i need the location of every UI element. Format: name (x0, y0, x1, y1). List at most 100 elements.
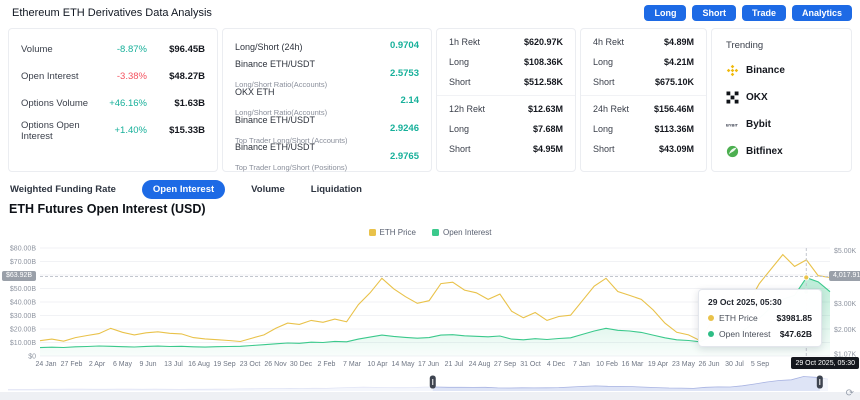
x-axis-tick: 31 Oct (520, 361, 541, 368)
x-axis-tick: 23 May (672, 361, 695, 368)
tooltip-label: Open Interest (719, 329, 771, 339)
tooltip-row: Open Interest $47.62B (708, 329, 812, 339)
rekt-value: $108.36K (523, 57, 563, 67)
exchange-name: Bitfinex (746, 146, 783, 157)
x-axis-tick: 14 May (392, 361, 415, 368)
exchange-name: OKX (746, 92, 768, 103)
x-axis-tick: 23 Oct (240, 361, 261, 368)
stat-value: $15.33B (169, 125, 205, 136)
stats-card: Volume -8.87% $96.45B Open Interest -3.3… (8, 28, 218, 172)
legend-eth-price[interactable]: ETH Price (368, 228, 416, 237)
navigator-track[interactable] (0, 392, 860, 400)
long-button[interactable]: Long (644, 5, 687, 21)
x-axis-tick: 13 Jul (164, 361, 183, 368)
rekt-value: $7.68M (532, 124, 563, 134)
x-axis-tick: 17 Jun (418, 361, 439, 368)
trending-item-bybit[interactable]: BYBIT Bybit (726, 111, 837, 138)
legend-open-interest[interactable]: Open Interest (431, 228, 491, 237)
x-axis-tick: 19 Sep (213, 361, 235, 368)
rekt-value: $4.95M (532, 144, 563, 154)
stat-label: Volume (21, 44, 53, 55)
trade-button[interactable]: Trade (741, 5, 786, 21)
stat-change: -3.38% (116, 71, 147, 82)
navigator-mask-left (8, 372, 433, 392)
stat-value: $1.63B (174, 98, 205, 109)
rekt-row: 4h Rekt $4.89M (593, 32, 694, 52)
x-axis-tick: 5 Sep (751, 361, 769, 368)
ratio-label: Binance ETH/USDT (235, 59, 316, 70)
tooltip-label: ETH Price (719, 313, 758, 323)
x-axis-tick: 2 Apr (89, 361, 106, 368)
reload-icon[interactable]: ⟳ (845, 388, 854, 399)
rekt-label: 24h Rekt (593, 104, 630, 114)
svg-text:BYBIT: BYBIT (726, 123, 739, 128)
rekt-label: Short (449, 77, 471, 87)
stat-row-open-interest: Open Interest -3.38% $48.27B (21, 63, 205, 90)
x-axis-tick: 10 Feb (596, 361, 618, 368)
ratio-row: Binance ETH/USDT Top Trader Long/Short (P… (235, 142, 419, 172)
stat-value: $48.27B (169, 71, 205, 82)
chart-tooltip: 29 Oct 2025, 05:30 ETH Price $3981.85 Op… (698, 289, 822, 347)
chart-navigator[interactable] (0, 372, 860, 392)
trending-item-bitfinex[interactable]: Bitfinex (726, 138, 837, 165)
trending-card: Trending Binance OKX BYBIT Bybit Bitfine… (711, 28, 852, 172)
right-axis-tick: $5.00K (834, 248, 857, 255)
x-axis-tick: 7 Jan (573, 361, 590, 368)
tab-weighted-funding-rate[interactable]: Weighted Funding Rate (10, 184, 116, 195)
x-axis-tick: 10 Apr (367, 361, 388, 368)
trending-item-okx[interactable]: OKX (726, 84, 837, 111)
tab-open-interest[interactable]: Open Interest (141, 180, 226, 199)
rekt-value: $4.89M (663, 37, 694, 47)
tab-liquidation[interactable]: Liquidation (310, 184, 362, 195)
x-axis-tick: 19 Apr (648, 361, 669, 368)
x-axis-tick: 24 Aug (469, 361, 491, 368)
ratio-value: 2.5753 (389, 67, 419, 79)
trending-item-binance[interactable]: Binance (726, 57, 837, 84)
rekt-row: Short $4.95M (449, 139, 563, 159)
rekt-row: Long $113.36M (593, 119, 694, 139)
analytics-button[interactable]: Analytics (791, 5, 852, 21)
x-axis-tick: 4 Dec (547, 361, 566, 368)
left-axis-tick: $30.00B (10, 313, 36, 320)
navigator-area (8, 376, 828, 391)
stat-label: Options Open Interest (21, 119, 80, 142)
rekt-value: $156.46M (653, 104, 694, 114)
open-interest-dot (708, 331, 714, 337)
rekt-row: 1h Rekt $620.97K (449, 32, 563, 52)
x-axis-tick: 24 Jan (35, 361, 56, 368)
tooltip-row: ETH Price $3981.85 (708, 313, 812, 323)
ratio-value: 2.9765 (389, 150, 419, 162)
left-axis-tick: $10.00B (10, 340, 36, 347)
x-axis-tick: 30 Dec (290, 361, 313, 368)
right-axis-tick: $1.07K (834, 352, 857, 359)
rekt-value: $4.21M (663, 57, 694, 67)
rekt-card-4h-24h: 4h Rekt $4.89M Long $4.21M Short $675.10K 2… (580, 28, 707, 172)
open-interest-area (40, 277, 830, 356)
bitfinex-icon (726, 145, 739, 158)
left-axis-tick: $80.00B (10, 246, 36, 253)
stat-row-options-volume: Options Volume +46.16% $1.63B (21, 90, 205, 117)
left-axis-tick: $70.00B (10, 259, 36, 266)
ratio-sublabel: Top Trader Long/Short (Accounts) (235, 135, 348, 145)
rekt-row: 24h Rekt $156.46M (593, 99, 694, 119)
stat-row-volume: Volume -8.87% $96.45B (21, 36, 205, 63)
ratio-label: Long/Short (24h) (235, 41, 303, 52)
rekt-value: $113.36M (654, 124, 694, 134)
crosshair-left-badge: $63.92B (2, 270, 37, 281)
binance-icon (726, 64, 739, 77)
ratio-value: 2.9246 (389, 123, 419, 135)
chart-canvas[interactable]: $80.00B$70.00B$60.00B$50.00B$40.00B$30.0… (0, 244, 860, 374)
tab-volume[interactable]: Volume (251, 184, 285, 195)
short-button[interactable]: Short (692, 5, 736, 21)
stat-label: Options Volume (21, 98, 89, 109)
ratio-row: Long/Short (24h) 0.9704 (235, 32, 419, 60)
right-axis-tick: $3.00K (834, 301, 857, 308)
stat-value: $96.45B (169, 44, 205, 55)
rekt-value: $620.97K (523, 37, 563, 47)
bybit-icon: BYBIT (726, 118, 739, 131)
section-title: ETH Futures Open Interest (USD) (9, 202, 206, 216)
rekt-label: Long (449, 57, 470, 67)
ratio-sublabel: Long/Short Ratio(Accounts) (235, 107, 328, 117)
x-axis-tick: 30 Jul (725, 361, 744, 368)
rekt-value: $512.58K (523, 77, 563, 87)
